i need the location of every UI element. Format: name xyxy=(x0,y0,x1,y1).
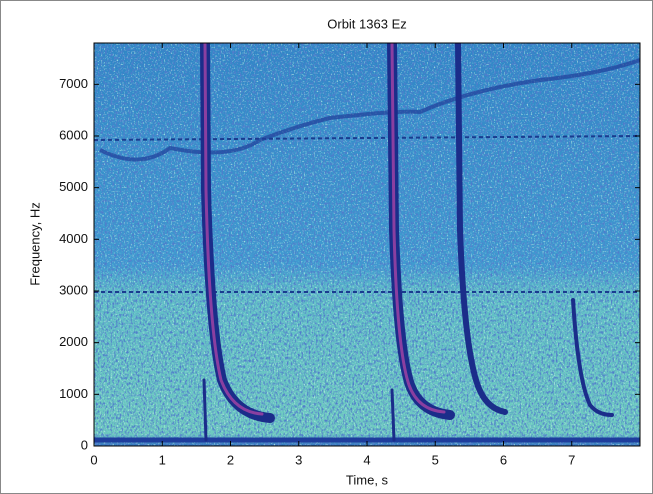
y-tick-label: 1000 xyxy=(59,386,88,401)
x-tick-label: 3 xyxy=(295,452,302,467)
y-tick-label: 3000 xyxy=(59,282,88,297)
y-tick-label: 2000 xyxy=(59,334,88,349)
y-tick-label: 5000 xyxy=(59,179,88,194)
x-tick-label: 1 xyxy=(159,452,166,467)
y-tick-label: 7000 xyxy=(59,76,88,91)
y-tick-label: 4000 xyxy=(59,231,88,246)
x-tick-label: 5 xyxy=(432,452,439,467)
x-axis-label: Time, s xyxy=(346,472,389,487)
spectrogram-image xyxy=(94,43,640,446)
x-tick-label: 6 xyxy=(500,452,507,467)
y-tick-label: 6000 xyxy=(59,127,88,142)
y-axis-label: Frequency, Hz xyxy=(27,202,42,286)
x-tick-label: 2 xyxy=(227,452,234,467)
chart-title: Orbit 1363 Ez xyxy=(327,16,407,31)
x-tick-label: 0 xyxy=(90,452,97,467)
y-tick-label: 0 xyxy=(81,437,88,452)
x-tick-label: 7 xyxy=(568,452,575,467)
x-tick-label: 4 xyxy=(363,452,370,467)
